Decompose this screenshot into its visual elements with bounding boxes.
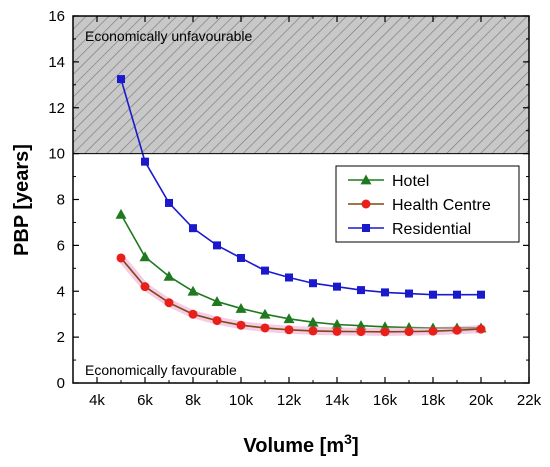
data-point (452, 325, 462, 335)
data-point (164, 298, 174, 308)
data-point (428, 326, 438, 336)
data-point (331, 319, 343, 329)
data-point (165, 198, 173, 207)
data-point (429, 290, 437, 299)
legend-item: Health Centre (348, 197, 491, 214)
data-point (405, 289, 413, 298)
x-axis-title: Volume [m3] (243, 431, 358, 457)
x-tick-label: 4k (89, 392, 105, 409)
data-point (308, 326, 318, 336)
x-tick-label: 10k (229, 392, 254, 409)
y-tick-label: 12 (48, 100, 65, 117)
y-tick-label: 8 (57, 192, 65, 209)
data-point (189, 224, 197, 233)
data-point (333, 282, 341, 291)
legend-item: Residential (348, 221, 471, 238)
y-tick-label: 16 (48, 8, 65, 25)
data-point (140, 282, 150, 292)
x-tick-label: 16k (373, 392, 398, 409)
favourable-label: Economically favourable (85, 362, 237, 378)
data-point (117, 75, 125, 84)
data-point (453, 290, 461, 299)
data-point (235, 302, 247, 313)
data-point (284, 325, 294, 335)
x-tick-label: 6k (137, 392, 153, 409)
axis-ticks: 4k 6k 8k 10k 12k 14k 16k 18k 20k 22k 0 2 4 6 8 10 12 14 16 (48, 8, 541, 409)
data-point (211, 296, 223, 306)
y-tick-label: 4 (57, 283, 65, 300)
series-line (120, 78, 481, 296)
data-point (116, 253, 126, 263)
data-point (309, 279, 317, 288)
data-point (139, 251, 151, 262)
x-tick-label: 18k (421, 392, 446, 409)
legend-marker (362, 224, 370, 232)
data-point (212, 316, 222, 326)
data-point (404, 327, 414, 337)
data-point (141, 157, 149, 166)
series-layer (115, 75, 487, 337)
data-point (380, 327, 390, 337)
legend-marker (360, 174, 372, 185)
series-line (120, 257, 482, 333)
unfavourable-label: Economically unfavourable (85, 28, 253, 44)
data-point (381, 288, 389, 297)
legend-label: Residential (392, 221, 471, 238)
data-point (187, 285, 199, 296)
y-tick-label: 0 (57, 375, 65, 392)
data-point (355, 320, 367, 331)
legend-marker (361, 199, 371, 209)
y-tick-label: 10 (48, 146, 65, 163)
y-axis-title: PBP [years] (11, 144, 33, 256)
data-point (357, 286, 365, 295)
series-health-centre (116, 253, 486, 337)
data-point (477, 290, 485, 299)
data-point (285, 273, 293, 282)
data-point (188, 309, 198, 319)
data-point (332, 326, 342, 336)
data-point (261, 266, 269, 275)
data-point (163, 270, 175, 281)
y-tick-label: 6 (57, 237, 65, 254)
data-point (307, 316, 319, 327)
x-tick-label: 14k (325, 392, 350, 409)
legend-label: Hotel (392, 173, 429, 190)
data-point (476, 324, 486, 334)
y-tick-label: 2 (57, 329, 65, 346)
data-point (115, 208, 127, 219)
data-point (259, 308, 271, 319)
data-point (356, 327, 366, 337)
unfavourable-region (73, 16, 529, 154)
x-tick-label: 20k (469, 392, 494, 409)
data-point (260, 323, 270, 333)
series-residential (117, 75, 485, 299)
x-tick-label: 22k (517, 392, 542, 409)
data-point (213, 241, 221, 250)
data-point (236, 320, 246, 330)
legend: Hotel Health Centre Residential (335, 165, 520, 243)
data-point (237, 253, 245, 262)
data-point (283, 313, 295, 324)
x-tick-label: 12k (277, 392, 302, 409)
legend-label: Health Centre (392, 197, 491, 214)
legend-item: Hotel (348, 173, 429, 190)
y-tick-label: 14 (48, 54, 65, 71)
x-tick-label: 8k (185, 392, 201, 409)
